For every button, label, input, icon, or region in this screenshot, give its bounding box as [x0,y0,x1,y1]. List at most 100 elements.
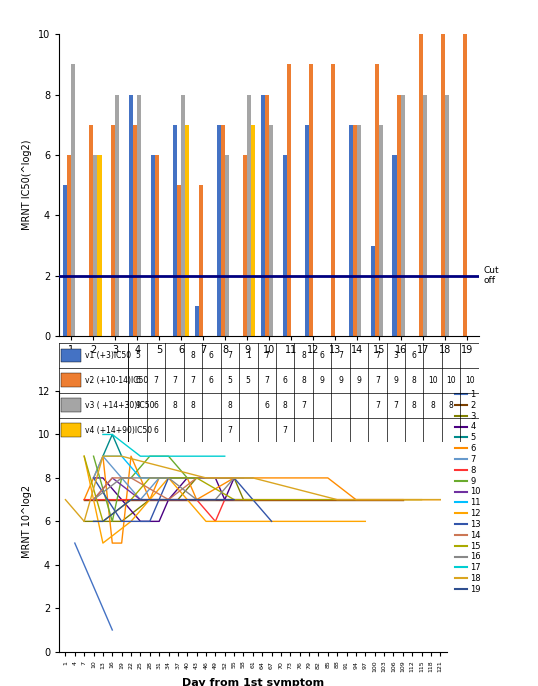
Bar [371,246,374,336]
Text: 10: 10 [465,376,475,385]
Bar [61,373,81,387]
Bar [309,64,313,336]
Bar [93,155,97,336]
Y-axis label: MRNT IC50(^log2): MRNT IC50(^log2) [23,140,32,230]
Bar [251,125,256,336]
Bar [155,155,159,336]
Y-axis label: MRNT 10^log2: MRNT 10^log2 [22,485,32,558]
Text: 7: 7 [264,351,269,360]
Text: 6: 6 [412,351,417,360]
Bar [137,95,141,336]
Bar [63,185,67,336]
Text: 9: 9 [357,376,362,385]
Text: 7: 7 [283,425,288,434]
Text: 7: 7 [338,351,343,360]
Text: 6: 6 [154,401,159,410]
Text: 3: 3 [393,351,398,360]
Bar [445,95,449,336]
Bar [61,348,81,362]
Text: 9: 9 [393,376,398,385]
Text: 7: 7 [154,376,159,385]
Legend: 1, 2, 3, 4, 5, 6, 7, 8, 9, 10, 11, 12, 13, 14, 15, 16, 17, 18, 19: 1, 2, 3, 4, 5, 6, 7, 8, 9, 10, 11, 12, 1… [455,390,481,594]
Text: 8: 8 [449,401,454,410]
Text: 9: 9 [135,401,140,410]
Bar [260,95,265,336]
Text: 8: 8 [412,401,416,410]
Text: 7: 7 [228,425,232,434]
Bar [419,34,423,336]
Text: 6: 6 [283,376,288,385]
Text: 7: 7 [228,351,232,360]
Bar [177,185,181,336]
Bar [243,155,247,336]
Bar [195,306,199,336]
Text: 8: 8 [190,351,195,360]
Text: 7: 7 [172,376,177,385]
Bar [269,125,273,336]
Bar [115,95,119,336]
Text: 8: 8 [172,401,177,410]
Text: 8: 8 [228,401,232,410]
Text: 7: 7 [375,376,380,385]
Bar [247,95,251,336]
Bar [282,155,287,336]
Text: 1: 1 [246,351,251,360]
Text: 8: 8 [301,376,306,385]
Text: 8: 8 [190,401,195,410]
Text: 8: 8 [412,376,416,385]
Text: Cut
off: Cut off [483,266,499,285]
Bar [97,155,102,336]
Bar [111,125,115,336]
Text: 7: 7 [264,376,269,385]
Bar [61,399,81,412]
Bar [393,155,397,336]
Text: 6: 6 [209,351,214,360]
Bar [173,125,177,336]
Bar [225,155,229,336]
Text: 8: 8 [283,401,287,410]
Bar [129,95,133,336]
Text: 7: 7 [190,376,195,385]
Bar [89,125,93,336]
Bar [287,64,291,336]
Bar [463,34,467,336]
Bar [151,155,155,336]
Bar [181,95,185,336]
Bar [305,125,309,336]
Bar [441,34,445,336]
X-axis label: Day from 1st symptom: Day from 1st symptom [182,678,324,686]
Bar [331,64,335,336]
Bar [217,125,221,336]
Text: 10: 10 [447,376,456,385]
Text: 5: 5 [246,376,251,385]
Bar [349,125,353,336]
Bar [71,64,75,336]
Bar [374,64,379,336]
Text: v2 (+10-14)IC50: v2 (+10-14)IC50 [85,376,148,385]
Bar [379,125,383,336]
Bar [185,125,189,336]
Text: 10: 10 [428,376,437,385]
Text: 6: 6 [135,376,140,385]
Text: 6: 6 [264,401,269,410]
Bar [397,95,401,336]
Bar [265,95,269,336]
Bar [133,125,137,336]
Text: 7: 7 [375,351,380,360]
Bar [61,423,81,437]
Text: 8: 8 [301,351,306,360]
Text: 7: 7 [301,401,306,410]
Text: 9: 9 [320,376,324,385]
Bar [423,95,427,336]
Text: 6: 6 [320,351,324,360]
Bar [357,125,361,336]
Text: 5: 5 [135,351,140,360]
Bar [67,155,71,336]
Text: 6: 6 [209,376,214,385]
Bar [353,125,357,336]
Text: 6: 6 [154,425,159,434]
Bar [401,95,405,336]
Text: 5: 5 [228,376,232,385]
Text: 7: 7 [393,401,398,410]
Text: v3 ( +14+30)IC50: v3 ( +14+30)IC50 [85,401,154,410]
